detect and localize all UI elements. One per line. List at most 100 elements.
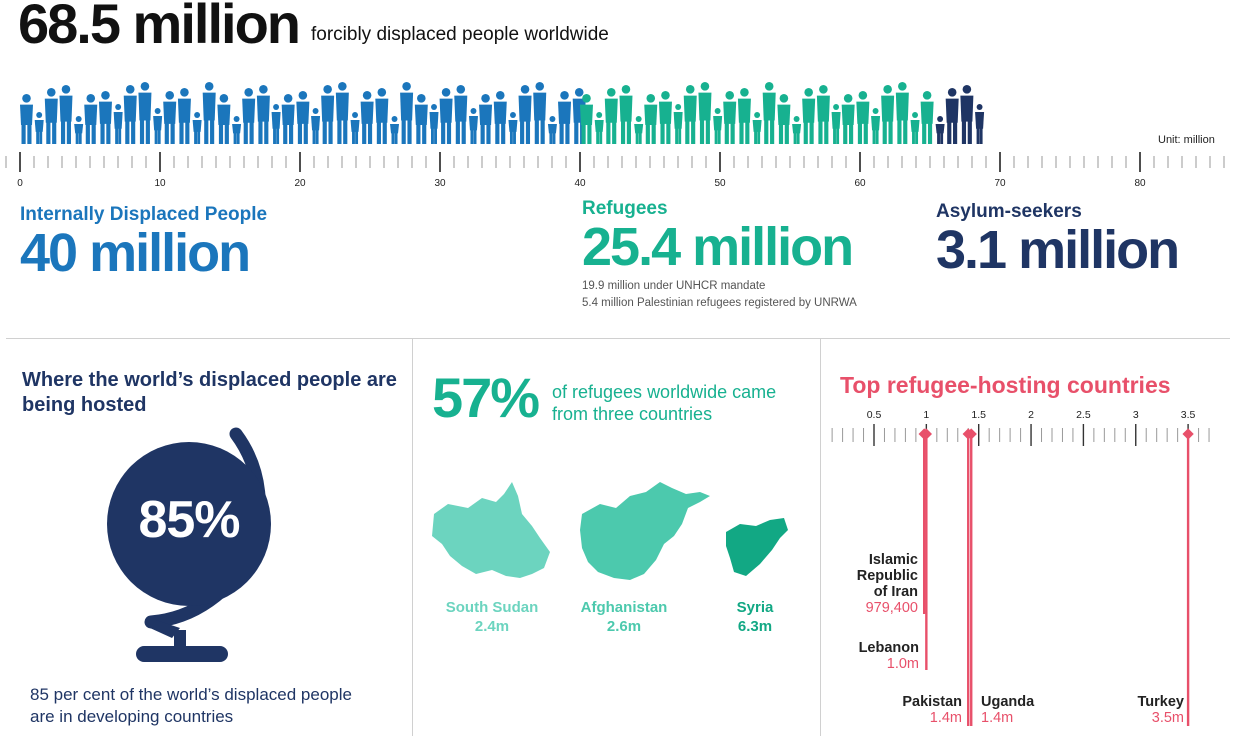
person-icon bbox=[713, 108, 723, 144]
host-label-turkey: Turkey 3.5m bbox=[1104, 694, 1184, 726]
person-icon bbox=[831, 104, 841, 144]
person-icon bbox=[856, 91, 870, 144]
person-icon bbox=[192, 112, 202, 144]
person-icon bbox=[604, 88, 618, 144]
person-icon bbox=[439, 88, 453, 144]
origin-description: of refugees worldwide came from three co… bbox=[552, 382, 777, 424]
person-icon bbox=[518, 85, 532, 144]
person-icon bbox=[138, 82, 152, 144]
host-country-name: Turkey bbox=[1137, 694, 1184, 710]
host-label-lebanon: Lebanon 1.0m bbox=[838, 640, 919, 672]
host-country-name: Uganda bbox=[981, 694, 1035, 710]
person-icon bbox=[375, 88, 389, 144]
host-label-pakistan: Pakistan 1.4m bbox=[880, 694, 962, 726]
person-icon bbox=[281, 94, 295, 144]
hosting-tick-label: 3.5 bbox=[1181, 409, 1196, 421]
person-icon bbox=[321, 85, 335, 144]
header: 68.5 million forcibly displaced people w… bbox=[18, 0, 609, 52]
host-label-iran: Islamic Republic of Iran 979,400 bbox=[838, 552, 918, 616]
host-country-value: 979,400 bbox=[865, 600, 918, 616]
person-icon bbox=[619, 85, 633, 144]
person-icon bbox=[935, 116, 945, 144]
person-icon bbox=[296, 91, 310, 144]
person-icon bbox=[256, 85, 270, 144]
host-country-name: Islamic Republic of Iran bbox=[856, 552, 918, 600]
person-icon bbox=[84, 94, 98, 144]
host-country-name: Pakistan bbox=[902, 694, 962, 710]
person-icon bbox=[594, 112, 604, 144]
person-icon bbox=[177, 88, 191, 144]
person-icon bbox=[580, 94, 593, 144]
hosting-point-marker bbox=[920, 428, 933, 440]
host-country-value: 1.4m bbox=[929, 710, 962, 726]
person-icon bbox=[762, 82, 776, 144]
person-icon bbox=[792, 116, 802, 144]
person-icon bbox=[44, 88, 58, 144]
country-name: Afghanistan bbox=[580, 599, 668, 616]
person-icon bbox=[508, 112, 518, 144]
person-icon bbox=[945, 88, 959, 144]
hosted-note: 85 per cent of the world’s displaced peo… bbox=[30, 685, 352, 726]
idp-stat: Internally Displaced People 40 million bbox=[20, 204, 267, 280]
refugees-note-unrwa: 5.4 million Palestinian refugees registe… bbox=[582, 297, 857, 309]
person-icon bbox=[547, 116, 557, 144]
refugees-label: Refugees bbox=[582, 198, 668, 219]
person-icon bbox=[673, 104, 683, 144]
person-icon bbox=[20, 94, 33, 144]
section-divider bbox=[6, 338, 1230, 339]
person-icon bbox=[558, 91, 572, 144]
person-icon bbox=[335, 82, 349, 144]
person-icon bbox=[871, 108, 881, 144]
person-icon bbox=[123, 85, 137, 144]
scale-tick-label: 40 bbox=[574, 178, 586, 189]
hosting-tick-label: 1.5 bbox=[971, 409, 986, 421]
hosting-tick-label: 2.5 bbox=[1076, 409, 1091, 421]
person-icon bbox=[698, 82, 712, 144]
person-icon bbox=[153, 108, 163, 144]
person-icon bbox=[723, 91, 737, 144]
person-icon bbox=[232, 116, 242, 144]
person-icon bbox=[533, 82, 547, 144]
person-icon bbox=[644, 94, 658, 144]
scale-tick-label: 80 bbox=[1134, 178, 1146, 189]
person-icon bbox=[74, 116, 84, 144]
asylum-label: Asylum-seekers bbox=[936, 201, 1082, 222]
scale-tick-label: 60 bbox=[854, 178, 866, 189]
hosting-chart: 0.5 1 1.5 2 2.5 3 3.5 bbox=[831, 409, 1210, 726]
person-icon bbox=[683, 85, 697, 144]
person-icon bbox=[479, 94, 493, 144]
person-icon bbox=[658, 91, 672, 144]
globe-icon bbox=[107, 427, 271, 662]
person-icon bbox=[493, 91, 507, 144]
syria-map-icon bbox=[726, 518, 788, 576]
scale-tick-label: 70 bbox=[994, 178, 1006, 189]
person-icon bbox=[802, 88, 816, 144]
person-icon bbox=[910, 112, 920, 144]
person-icon bbox=[59, 85, 73, 144]
host-country-value: 1.0m bbox=[886, 656, 919, 672]
country-name: Syria bbox=[736, 599, 774, 616]
country-value: 2.4m bbox=[474, 618, 510, 635]
person-icon bbox=[634, 116, 644, 144]
person-icon bbox=[202, 82, 216, 144]
country-syria: Syria 6.3m bbox=[714, 598, 796, 636]
person-icon bbox=[360, 91, 374, 144]
origin-percent: 57% bbox=[432, 366, 540, 429]
host-country-value: 3.5m bbox=[1151, 710, 1184, 726]
million-scale-axis: 0 10 20 30 40 50 60 70 80 bbox=[5, 152, 1225, 189]
person-icon bbox=[350, 112, 360, 144]
scale-tick-label: 10 bbox=[154, 178, 166, 189]
person-icon bbox=[777, 94, 791, 144]
person-icon bbox=[400, 82, 414, 144]
person-icon bbox=[311, 108, 321, 144]
person-icon bbox=[454, 85, 468, 144]
hosting-tick-label: 3 bbox=[1133, 409, 1139, 421]
south-sudan-map-icon bbox=[432, 482, 550, 578]
host-label-uganda: Uganda 1.4m bbox=[981, 694, 1061, 726]
hosting-title: Top refugee-hosting countries bbox=[840, 372, 1171, 398]
person-icon bbox=[841, 94, 855, 144]
person-icon bbox=[960, 85, 974, 144]
person-icon bbox=[468, 108, 478, 144]
person-icon bbox=[390, 116, 400, 144]
refugees-value: 25.4 million bbox=[582, 217, 854, 277]
